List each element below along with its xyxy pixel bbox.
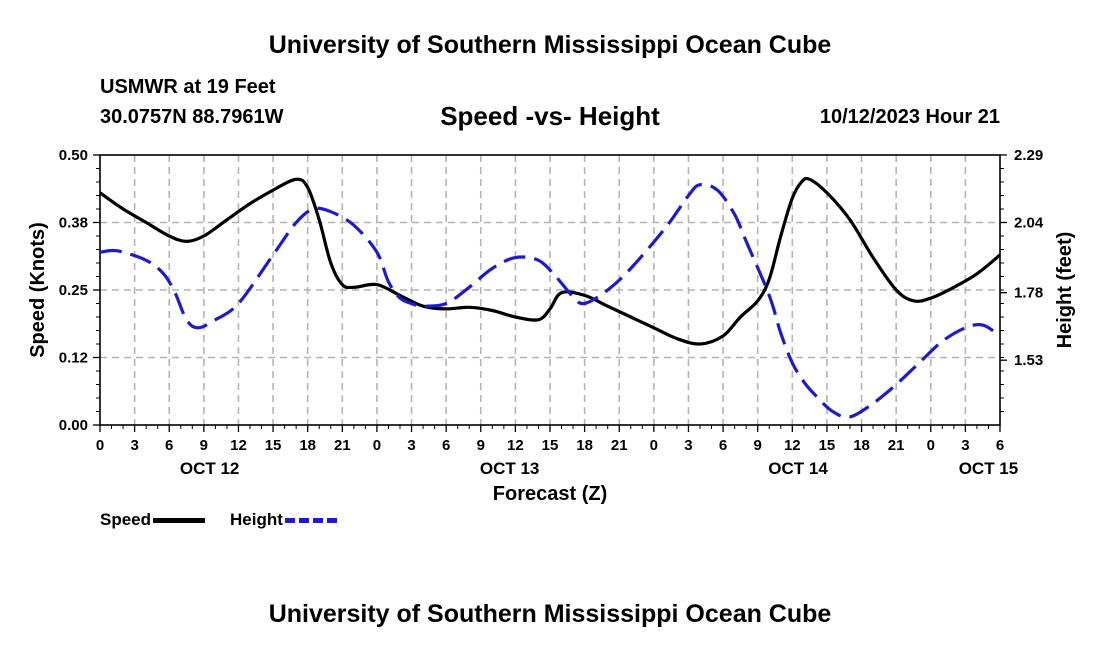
x-tick-label: 9 xyxy=(754,437,762,454)
day-label: OCT 13 xyxy=(480,459,540,478)
forecast-timestamp: 10/12/2023 Hour 21 xyxy=(819,106,1000,128)
day-label: OCT 15 xyxy=(959,459,1019,478)
day-label: OCT 14 xyxy=(768,459,828,478)
x-tick-label: 21 xyxy=(888,437,905,454)
station-label: USMWR at 19 Feet xyxy=(100,76,276,98)
legend-height-label: Height xyxy=(230,510,283,529)
x-tick-label: 9 xyxy=(200,437,208,454)
y2-tick-label: 1.78 xyxy=(1014,285,1043,302)
y-tick-label: 0.50 xyxy=(59,147,88,164)
series-line-speed xyxy=(99,176,1002,346)
x-tick-label: 6 xyxy=(165,437,173,454)
y-tick-label: 0.25 xyxy=(59,282,88,299)
legend-speed-label: Speed xyxy=(100,510,152,529)
x-tick-label: 3 xyxy=(130,437,138,454)
x-tick-label: 0 xyxy=(650,437,658,454)
x-tick-label: 21 xyxy=(334,437,351,454)
plot-frame xyxy=(99,154,1001,426)
x-tick-label: 18 xyxy=(576,437,593,454)
y-tick-label: 0.38 xyxy=(59,215,88,232)
x-tick-label: 12 xyxy=(230,437,247,454)
series-line-height xyxy=(99,182,1001,419)
coordinates-label: 30.0757N 88.7961W xyxy=(100,106,284,128)
x-tick-label: 0 xyxy=(927,437,935,454)
chart-subtitle: Speed -vs- Height xyxy=(440,101,660,131)
x-tick-label: 9 xyxy=(477,437,485,454)
x-tick-label: 6 xyxy=(996,437,1004,454)
day-label: OCT 12 xyxy=(180,459,240,478)
x-tick-label: 6 xyxy=(719,437,727,454)
x-tick-label: 15 xyxy=(542,437,559,454)
legend-speed: Speed xyxy=(100,510,206,530)
legend-height: Height xyxy=(230,510,337,530)
x-tick-label: 3 xyxy=(961,437,969,454)
x-tick-label: 6 xyxy=(442,437,450,454)
x-axis-title: Forecast (Z) xyxy=(493,483,607,505)
y-axis-title: Speed (Knots) xyxy=(27,222,49,358)
x-tick-label: 3 xyxy=(407,437,415,454)
x-tick-label: 15 xyxy=(265,437,282,454)
y-tick-label: 0.00 xyxy=(59,417,88,434)
chart-footer-title: University of Southern Mississippi Ocean… xyxy=(268,600,832,628)
y2-tick-label: 2.29 xyxy=(1014,147,1043,164)
chart-header-title: University of Southern Mississippi Ocean… xyxy=(268,31,832,59)
y2-axis-title: Height (feet) xyxy=(1054,232,1076,349)
y2-tick-label: 1.53 xyxy=(1014,352,1043,369)
y-tick-label: 0.12 xyxy=(59,350,88,367)
x-tick-label: 12 xyxy=(507,437,524,454)
x-tick-label: 3 xyxy=(684,437,692,454)
x-tick-label: 15 xyxy=(819,437,836,454)
x-tick-label: 12 xyxy=(784,437,801,454)
x-tick-label: 0 xyxy=(96,437,104,454)
y2-tick-label: 2.04 xyxy=(1014,215,1044,232)
x-tick-label: 0 xyxy=(373,437,381,454)
x-tick-label: 18 xyxy=(299,437,316,454)
legend-height-swatch xyxy=(284,518,337,524)
x-tick-label: 21 xyxy=(611,437,628,454)
x-tick-label: 18 xyxy=(853,437,870,454)
legend-speed-swatch xyxy=(153,518,206,524)
